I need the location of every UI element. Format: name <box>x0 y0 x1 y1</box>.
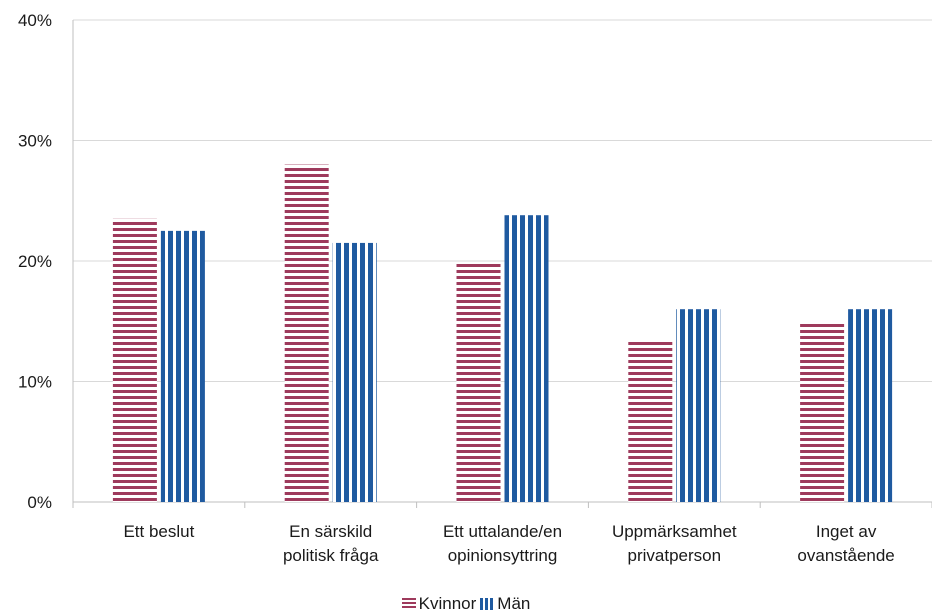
legend-label-kvinnor: Kvinnor <box>418 594 477 613</box>
x-tick-label: opinionsyttring <box>448 546 558 565</box>
x-tick-label: politisk fråga <box>283 546 379 565</box>
x-tick-label: Ett beslut <box>123 522 194 541</box>
x-tick-label: Uppmärksamhet <box>612 522 737 541</box>
bar-kvinnor-1 <box>284 164 329 502</box>
x-axis-labels: Ett beslut En särskild politisk fråga Ett u… <box>123 522 894 565</box>
bar-kvinnor-3 <box>628 341 673 502</box>
x-tick-label: Ett uttalande/en <box>443 522 562 541</box>
x-tick-label: En särskild <box>289 522 372 541</box>
x-tick-label: Inget av <box>816 522 877 541</box>
legend-swatch-man <box>480 598 495 610</box>
gridlines <box>72 19 932 508</box>
bar-man-3 <box>676 309 721 502</box>
y-axis-ticks: 0% 10% 20% 30% 40% <box>18 11 52 512</box>
bar-kvinnor-2 <box>456 263 501 502</box>
bar-man-1 <box>332 242 377 503</box>
bar-kvinnor-0 <box>112 218 157 502</box>
legend-item-kvinnor: Kvinnor <box>401 594 477 614</box>
legend-label-man: Män <box>497 594 531 613</box>
bar-man-4 <box>848 309 893 502</box>
bar-man-0 <box>160 230 205 502</box>
y-tick-label: 0% <box>27 493 52 512</box>
bar-man-2 <box>504 215 549 502</box>
legend-item-man: Män <box>480 594 530 614</box>
legend-swatch-kvinnor <box>401 598 416 610</box>
bar-chart: 0% 10% 20% 30% 40% Ett beslut En särskild poli… <box>18 11 932 565</box>
x-tick-label: ovanstående <box>797 546 894 565</box>
legend: Kvinnor Män <box>0 593 932 615</box>
y-tick-label: 30% <box>18 132 52 151</box>
y-tick-label: 40% <box>18 11 52 30</box>
y-tick-label: 10% <box>18 373 52 392</box>
x-tick-label: privatperson <box>628 546 722 565</box>
bar-kvinnor-4 <box>800 321 845 502</box>
bars <box>112 164 893 503</box>
y-tick-label: 20% <box>18 252 52 271</box>
